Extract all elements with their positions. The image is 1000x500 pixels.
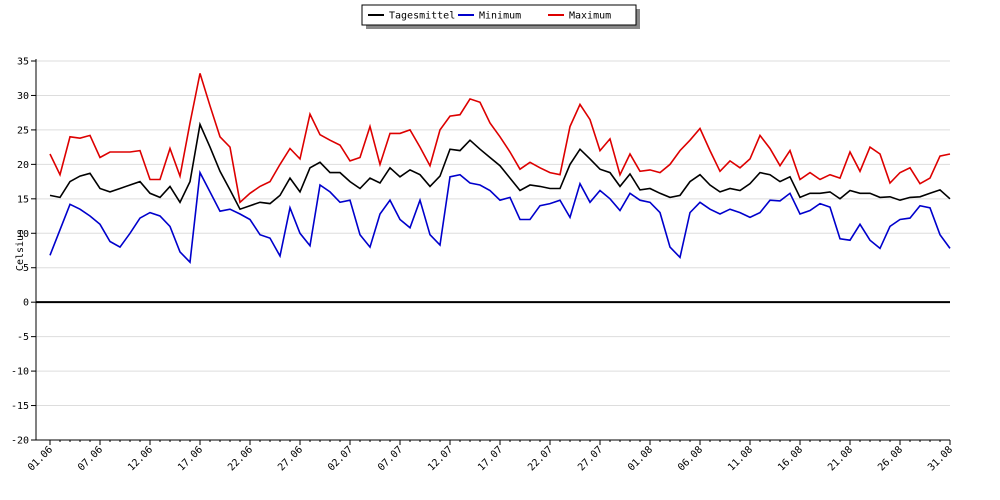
x-tick-label: 17.06 bbox=[176, 444, 205, 473]
x-tick-label: 11.08 bbox=[726, 444, 755, 473]
y-tick-label: -10 bbox=[11, 367, 29, 378]
x-tick-label: 27.07 bbox=[576, 444, 605, 473]
y-tick-label: 30 bbox=[17, 91, 29, 102]
y-tick-label: 5 bbox=[23, 263, 29, 274]
y-tick-label: 15 bbox=[17, 194, 29, 205]
x-tick-label: 31.08 bbox=[926, 444, 955, 473]
x-tick-label: 16.08 bbox=[776, 444, 805, 473]
y-tick-label: -20 bbox=[11, 436, 29, 447]
x-tick-label: 22.07 bbox=[526, 444, 555, 473]
x-tick-label: 07.06 bbox=[76, 444, 105, 473]
y-tick-label: 25 bbox=[17, 125, 29, 136]
y-tick-label: 20 bbox=[17, 160, 29, 171]
x-tick-label: 01.06 bbox=[26, 444, 55, 473]
y-tick-label: 0 bbox=[23, 298, 29, 309]
y-tick-label: 10 bbox=[17, 229, 29, 240]
x-tick-label: 21.08 bbox=[826, 444, 855, 473]
x-tick-label: 22.06 bbox=[226, 444, 255, 473]
x-tick-label: 06.08 bbox=[676, 444, 705, 473]
series-line bbox=[49, 169, 951, 264]
x-tick-label: 27.06 bbox=[276, 444, 305, 473]
legend-label: Tagesmittel bbox=[389, 11, 455, 22]
y-tick-label: -15 bbox=[11, 401, 29, 412]
x-tick-label: 01.08 bbox=[626, 444, 655, 473]
x-tick-label: 12.07 bbox=[426, 444, 455, 473]
y-axis-label: Celsius bbox=[15, 229, 26, 271]
x-tick-label: 26.08 bbox=[876, 444, 905, 473]
legend-label: Minimum bbox=[479, 11, 521, 22]
legend: Tagesmittel Minimum Maximum bbox=[361, 4, 640, 29]
x-tick-label: 12.06 bbox=[126, 444, 155, 473]
x-tick-label: 02.07 bbox=[326, 444, 355, 473]
legend-box bbox=[361, 4, 637, 26]
series-line bbox=[49, 73, 951, 204]
y-tick-label: -5 bbox=[17, 332, 29, 343]
y-tick-label: 35 bbox=[17, 57, 29, 68]
x-tick-label: 17.07 bbox=[476, 444, 505, 473]
x-tick-label: 07.07 bbox=[376, 444, 405, 473]
series-line bbox=[49, 121, 951, 211]
legend-label: Maximum bbox=[569, 11, 611, 22]
